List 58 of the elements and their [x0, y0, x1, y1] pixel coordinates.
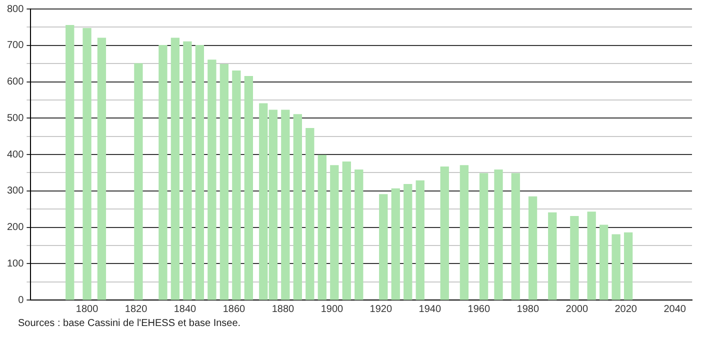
bar	[612, 234, 620, 300]
bar	[599, 224, 608, 300]
bar	[244, 76, 254, 300]
bar	[404, 184, 412, 300]
bar	[440, 166, 449, 300]
y-tick-label: 100	[6, 258, 24, 270]
x-tick-label: 2000	[566, 304, 588, 315]
bar	[354, 169, 364, 300]
x-tick-label: 1920	[370, 304, 392, 315]
x-tick-label: 2020	[614, 304, 638, 315]
bar	[220, 64, 229, 300]
bar	[82, 28, 92, 300]
bar	[208, 60, 216, 300]
bar	[281, 110, 290, 300]
bar	[511, 173, 520, 300]
bar	[97, 38, 106, 300]
bar	[318, 154, 326, 300]
bar	[548, 212, 557, 300]
y-tick-label: 200	[6, 222, 24, 233]
bar	[170, 38, 180, 300]
bar	[479, 173, 488, 300]
bar	[391, 188, 400, 300]
y-tick-label: 600	[6, 76, 24, 88]
bar	[342, 161, 351, 300]
y-tick-label: 800	[6, 4, 24, 15]
y-tick-label: 500	[6, 112, 24, 124]
x-tick-label: 1980	[516, 304, 540, 315]
bar	[195, 45, 204, 300]
x-tick-label: 1940	[418, 304, 442, 315]
bar	[330, 165, 339, 300]
bar	[416, 180, 424, 300]
bar	[66, 25, 74, 300]
bar	[134, 63, 143, 300]
bar	[624, 232, 633, 300]
bar	[570, 216, 579, 300]
bar	[158, 45, 168, 300]
x-tick-label: 1800	[76, 304, 99, 315]
bar	[306, 128, 314, 300]
y-tick-label: 700	[6, 40, 24, 52]
bar	[494, 169, 503, 300]
y-tick-label: 0	[18, 294, 24, 306]
bar	[183, 41, 192, 300]
x-tick-label: 1860	[222, 304, 246, 315]
x-tick-label: 1820	[124, 304, 148, 315]
source-note: Sources : base Cassini de l'EHESS et base Insee.	[18, 318, 242, 329]
bar	[379, 194, 388, 300]
bar	[232, 70, 241, 300]
bar	[587, 212, 596, 300]
bar	[528, 196, 538, 300]
y-tick-label: 400	[6, 149, 24, 160]
x-tick-label: 1960	[468, 304, 490, 315]
x-tick-label: 1840	[174, 304, 197, 315]
x-tick-label: 1880	[272, 304, 295, 315]
y-tick-label: 300	[6, 186, 24, 197]
x-tick-label: 1900	[320, 304, 344, 315]
bar	[293, 114, 302, 300]
x-tick-label: 2040	[664, 304, 686, 315]
bar	[460, 165, 469, 300]
